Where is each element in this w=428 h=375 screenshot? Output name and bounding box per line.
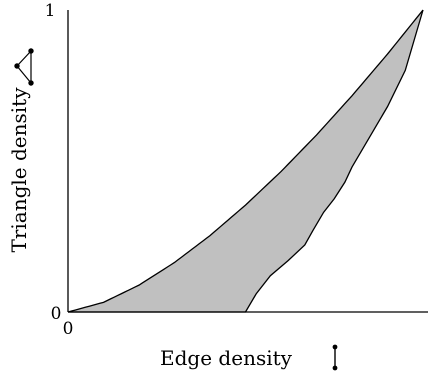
upper-boundary-curve	[67, 9, 424, 313]
edge-graph-icon	[332, 344, 338, 371]
y-axis-label: Triangle density	[7, 87, 31, 253]
triangle-graph-icon	[14, 48, 34, 86]
x-axis-label: Edge density	[160, 346, 293, 370]
plot-area	[67, 9, 424, 313]
lower-boundary-curve	[68, 9, 424, 313]
feasible-region	[68, 10, 423, 312]
y-tick-label-top: 1	[45, 1, 56, 21]
x-tick-label-origin: 0	[63, 319, 74, 339]
y-tick-label-bottom: 0	[51, 304, 62, 324]
